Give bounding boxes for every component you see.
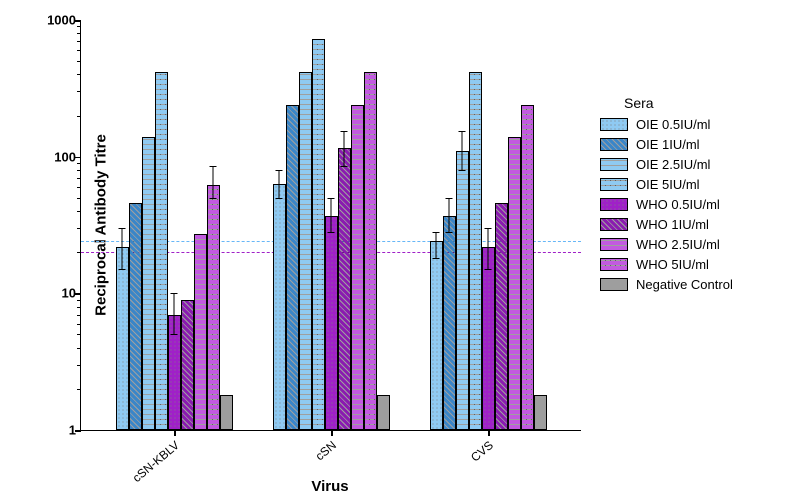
legend-item: OIE 0.5IU/ml	[600, 117, 733, 132]
legend-label: OIE 5IU/ml	[636, 177, 700, 192]
bar	[207, 185, 220, 430]
legend-swatch	[600, 258, 628, 271]
y-tick-label: 1000	[47, 13, 76, 28]
bar	[508, 137, 521, 430]
legend-label: OIE 1IU/ml	[636, 137, 700, 152]
legend-title: Sera	[624, 95, 733, 111]
bar	[482, 247, 495, 430]
legend-item: WHO 0.5IU/ml	[600, 197, 733, 212]
legend-label: WHO 2.5IU/ml	[636, 237, 720, 252]
bar	[521, 105, 534, 430]
legend-item: OIE 1IU/ml	[600, 137, 733, 152]
bar	[338, 148, 351, 430]
y-tick-label: 100	[54, 149, 76, 164]
legend-item: WHO 1IU/ml	[600, 217, 733, 232]
plot-area	[80, 20, 581, 431]
legend-swatch	[600, 218, 628, 231]
legend-label: OIE 2.5IU/ml	[636, 157, 710, 172]
legend-swatch	[600, 138, 628, 151]
bar	[286, 105, 299, 430]
y-tick-label: 10	[62, 286, 76, 301]
bar	[325, 216, 338, 430]
legend-swatch	[600, 198, 628, 211]
bar	[129, 203, 142, 430]
legend-label: OIE 0.5IU/ml	[636, 117, 710, 132]
legend-label: Negative Control	[636, 277, 733, 292]
legend-item: OIE 5IU/ml	[600, 177, 733, 192]
bar	[299, 72, 312, 431]
legend-label: WHO 1IU/ml	[636, 217, 709, 232]
legend-item: WHO 2.5IU/ml	[600, 237, 733, 252]
bar	[377, 395, 390, 430]
legend-label: WHO 0.5IU/ml	[636, 197, 720, 212]
legend-item: WHO 5IU/ml	[600, 257, 733, 272]
legend-swatch	[600, 278, 628, 291]
legend: Sera OIE 0.5IU/ml OIE 1IU/ml OIE 2.5IU/ml O…	[600, 95, 733, 297]
bar	[534, 395, 547, 430]
legend-swatch	[600, 238, 628, 251]
chart-container: Reciprocal Antibody Titre Virus Sera OIE…	[0, 0, 794, 500]
legend-label: WHO 5IU/ml	[636, 257, 709, 272]
bar	[364, 72, 377, 431]
legend-swatch	[600, 178, 628, 191]
bar	[194, 234, 207, 430]
legend-item: Negative Control	[600, 277, 733, 292]
bar	[273, 184, 286, 430]
bar	[495, 203, 508, 430]
bar	[181, 300, 194, 430]
bar	[142, 137, 155, 430]
bar	[155, 72, 168, 431]
bar	[430, 241, 443, 430]
x-axis-label: Virus	[311, 478, 348, 495]
bar	[312, 39, 325, 430]
bar	[469, 72, 482, 431]
bar	[116, 247, 129, 430]
legend-swatch	[600, 158, 628, 171]
legend-swatch	[600, 118, 628, 131]
bar	[351, 105, 364, 430]
bar	[443, 216, 456, 430]
legend-item: OIE 2.5IU/ml	[600, 157, 733, 172]
y-tick-label: 1	[69, 423, 76, 438]
bar	[456, 151, 469, 430]
